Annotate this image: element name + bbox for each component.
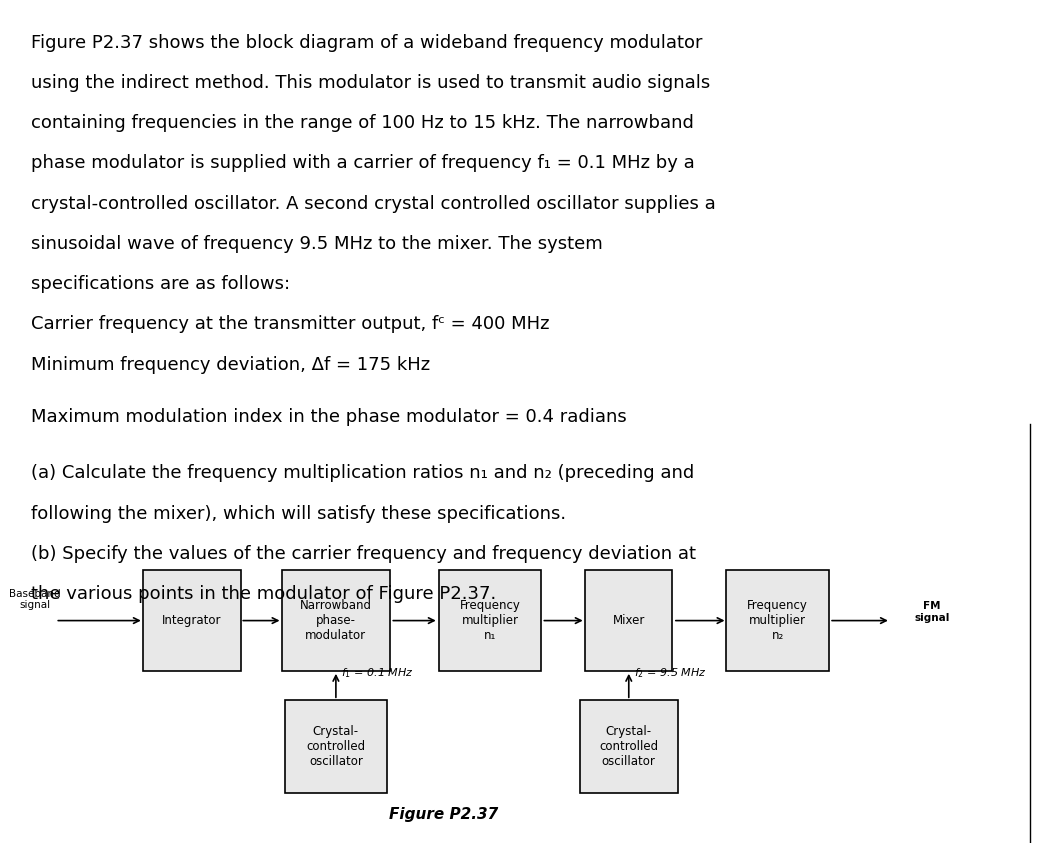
Text: following the mixer), which will satisfy these specifications.: following the mixer), which will satisfy… bbox=[30, 505, 566, 523]
Text: crystal-controlled oscillator. A second crystal controlled oscillator supplies a: crystal-controlled oscillator. A second … bbox=[30, 195, 715, 213]
Text: the various points in the modulator of Figure P2.37.: the various points in the modulator of F… bbox=[30, 585, 496, 603]
Text: Frequency
multiplier
n₂: Frequency multiplier n₂ bbox=[748, 599, 808, 642]
Text: (a) Calculate the frequency multiplication ratios n₁ and n₂ (preceding and: (a) Calculate the frequency multiplicati… bbox=[30, 464, 694, 482]
Text: Minimum frequency deviation, Δf = 175 kHz: Minimum frequency deviation, Δf = 175 kH… bbox=[30, 356, 430, 374]
Text: Carrier frequency at the transmitter output, fᶜ = 400 MHz: Carrier frequency at the transmitter out… bbox=[30, 315, 549, 334]
Text: Crystal-
controlled
oscillator: Crystal- controlled oscillator bbox=[306, 725, 365, 768]
Text: Maximum modulation index in the phase modulator = 0.4 radians: Maximum modulation index in the phase mo… bbox=[30, 408, 626, 426]
Text: Frequency
multiplier
n₁: Frequency multiplier n₁ bbox=[459, 599, 521, 642]
Text: specifications are as follows:: specifications are as follows: bbox=[30, 275, 290, 293]
FancyBboxPatch shape bbox=[282, 570, 389, 671]
Text: Integrator: Integrator bbox=[162, 614, 221, 627]
Text: $f_2$ = 9.5 MHz: $f_2$ = 9.5 MHz bbox=[634, 666, 707, 680]
Text: $f_1$ = 0.1 MHz: $f_1$ = 0.1 MHz bbox=[341, 666, 413, 680]
Text: phase modulator is supplied with a carrier of frequency f₁ = 0.1 MHz by a: phase modulator is supplied with a carri… bbox=[30, 154, 694, 172]
Text: (b) Specify the values of the carrier frequency and frequency deviation at: (b) Specify the values of the carrier fr… bbox=[30, 545, 695, 562]
Text: FM
signal: FM signal bbox=[915, 601, 950, 623]
FancyBboxPatch shape bbox=[580, 700, 678, 793]
Text: Figure P2.37: Figure P2.37 bbox=[389, 807, 498, 822]
Text: Narrowband
phase-
modulator: Narrowband phase- modulator bbox=[300, 599, 372, 642]
FancyBboxPatch shape bbox=[285, 700, 387, 793]
FancyBboxPatch shape bbox=[727, 570, 829, 671]
Text: Mixer: Mixer bbox=[613, 614, 645, 627]
Text: Crystal-
controlled
oscillator: Crystal- controlled oscillator bbox=[599, 725, 659, 768]
Text: containing frequencies in the range of 100 Hz to 15 kHz. The narrowband: containing frequencies in the range of 1… bbox=[30, 114, 693, 132]
Text: sinusoidal wave of frequency 9.5 MHz to the mixer. The system: sinusoidal wave of frequency 9.5 MHz to … bbox=[30, 235, 602, 252]
Text: Baseband
signal: Baseband signal bbox=[9, 589, 61, 611]
FancyBboxPatch shape bbox=[143, 570, 241, 671]
FancyBboxPatch shape bbox=[438, 570, 542, 671]
Text: Figure P2.37 shows the block diagram of a wideband frequency modulator: Figure P2.37 shows the block diagram of … bbox=[30, 34, 703, 52]
Text: using the indirect method. This modulator is used to transmit audio signals: using the indirect method. This modulato… bbox=[30, 74, 710, 91]
FancyBboxPatch shape bbox=[585, 570, 672, 671]
